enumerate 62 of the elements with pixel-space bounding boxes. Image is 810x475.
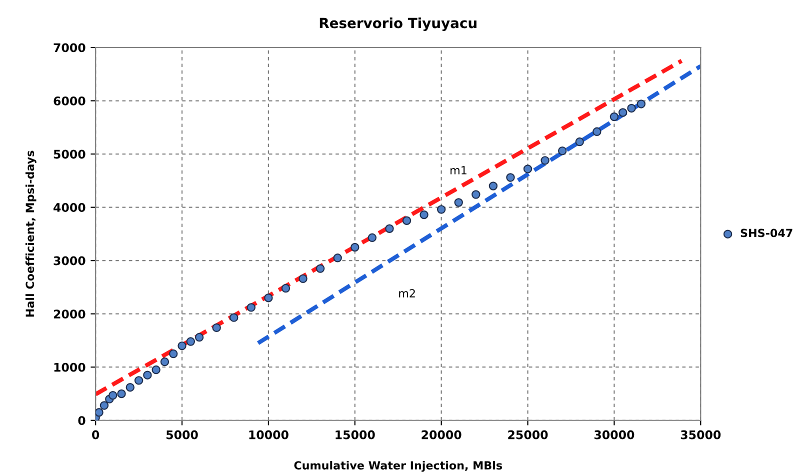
point — [212, 323, 221, 332]
y-tick-label: 5000 — [54, 150, 86, 159]
y-tick-label: 1000 — [54, 362, 86, 372]
point — [523, 164, 532, 174]
point — [264, 294, 273, 302]
point — [230, 313, 238, 322]
point — [402, 216, 412, 225]
point — [169, 349, 178, 358]
point — [333, 254, 342, 262]
x-tick-label: 35000 — [680, 430, 721, 440]
point — [126, 382, 135, 392]
x-tick-label: 30000 — [594, 430, 634, 440]
point — [246, 303, 256, 312]
point — [636, 100, 646, 108]
point — [194, 332, 204, 342]
point — [436, 205, 446, 214]
point — [281, 284, 290, 293]
x-axis-title: Cumulative Water Injection, MBls — [294, 460, 502, 472]
chart-title: Reservorio Tiyuyacu — [320, 18, 476, 32]
point — [592, 127, 602, 136]
point — [298, 274, 308, 284]
point — [506, 173, 515, 182]
y-axis-title: Hall Coefficient, Mpsi-days — [25, 150, 36, 317]
point — [178, 341, 186, 350]
point — [454, 198, 463, 207]
point — [316, 264, 325, 273]
x-tick-label: 25000 — [508, 430, 548, 440]
point — [350, 242, 360, 252]
point — [100, 401, 109, 410]
point — [108, 390, 118, 400]
x-tick-label: 5000 — [166, 430, 198, 440]
point — [96, 408, 104, 417]
point — [627, 104, 636, 113]
point — [472, 190, 480, 199]
point — [575, 137, 584, 146]
point — [540, 156, 550, 165]
point — [134, 376, 144, 385]
x-tick-label: 10000 — [249, 430, 288, 440]
annotation: m1 — [450, 166, 466, 174]
point — [117, 389, 126, 398]
x-tick-label: 0 — [92, 430, 100, 440]
y-tick-label: 0 — [78, 416, 86, 426]
y-tick-label: 4000 — [54, 203, 86, 212]
y-tick-label: 7000 — [54, 43, 86, 52]
annotation: m2 — [399, 289, 415, 298]
point — [160, 357, 170, 366]
point — [143, 370, 152, 380]
point — [385, 224, 394, 233]
point — [368, 233, 377, 242]
point — [420, 210, 428, 220]
x-tick-label: 20000 — [422, 430, 462, 440]
legend-label: SHS-047 — [740, 228, 792, 238]
point — [610, 112, 619, 122]
point — [618, 108, 628, 117]
point — [488, 182, 498, 190]
point — [186, 337, 196, 346]
point — [152, 365, 160, 374]
y-tick-label: 2000 — [54, 310, 86, 318]
y-tick-label: 6000 — [54, 96, 86, 106]
y-tick-label: 3000 — [54, 256, 86, 266]
point — [558, 146, 567, 156]
x-tick-label: 15000 — [336, 430, 375, 440]
